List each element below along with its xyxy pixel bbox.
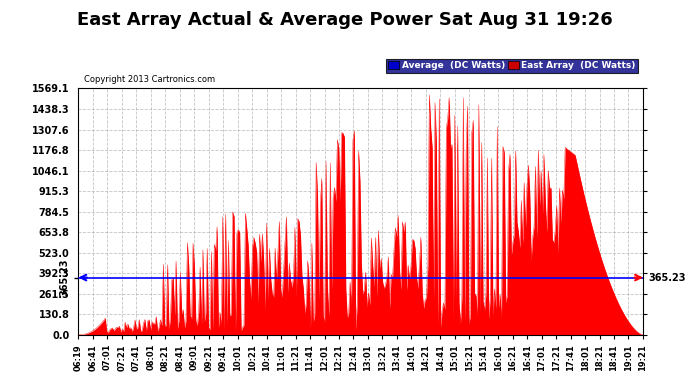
Text: East Array Actual & Average Power Sat Aug 31 19:26: East Array Actual & Average Power Sat Au… (77, 11, 613, 29)
Text: Copyright 2013 Cartronics.com: Copyright 2013 Cartronics.com (84, 75, 215, 84)
Legend: Average  (DC Watts), East Array  (DC Watts): Average (DC Watts), East Array (DC Watts… (386, 58, 638, 73)
Text: 365.23: 365.23 (649, 273, 686, 283)
